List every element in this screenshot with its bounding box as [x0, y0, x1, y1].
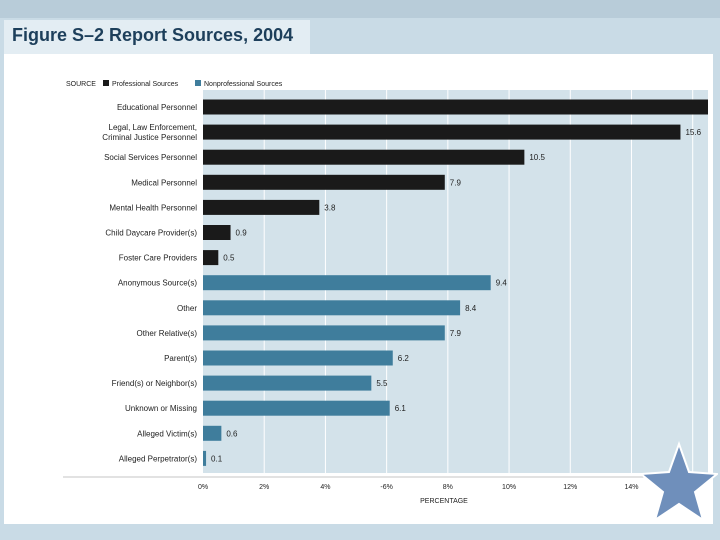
bar-chart: SOURCE Professional Sources Nonprofessiona… — [63, 80, 708, 505]
category-label-13: Alleged Victim(s) — [137, 429, 197, 438]
x-tick-label-2: 4% — [320, 484, 330, 491]
bar-0 — [203, 99, 708, 115]
category-label-14: Alleged Perpetrator(s) — [119, 454, 198, 463]
value-label-6: 0.5 — [223, 254, 235, 263]
value-label-7: 9.4 — [496, 279, 508, 288]
category-label-9: Other Relative(s) — [137, 329, 198, 338]
x-tick-label-5: 10% — [502, 484, 516, 491]
value-label-9: 7.9 — [450, 329, 462, 338]
figure-title-box: Figure S–2 Report Sources, 2004 — [4, 20, 310, 54]
bar-9 — [203, 325, 445, 341]
x-tick-label-0: 0% — [198, 484, 208, 491]
category-label-3: Medical Personnel — [131, 178, 197, 187]
value-label-14: 0.1 — [211, 454, 223, 463]
x-axis-title: PERCENTAGE — [420, 498, 468, 505]
value-label-5: 0.9 — [236, 229, 248, 238]
bar-1 — [203, 124, 681, 140]
value-label-12: 6.1 — [395, 404, 407, 413]
bar-6 — [203, 250, 219, 266]
x-tick-label-1: 2% — [259, 484, 269, 491]
legend-title: SOURCE — [66, 81, 96, 88]
bar-12 — [203, 400, 390, 416]
category-label-10: Parent(s) — [164, 354, 197, 363]
x-tick-label-6: 12% — [563, 484, 577, 491]
category-label-8: Other — [177, 304, 197, 313]
bar-13 — [203, 425, 222, 441]
x-tick-label-3: -6% — [380, 484, 392, 491]
figure-title: Figure S–2 Report Sources, 2004 — [12, 25, 294, 45]
value-label-2: 10.5 — [529, 153, 545, 162]
value-label-1: 15.6 — [685, 128, 701, 137]
category-label-12: Unknown or Missing — [125, 404, 197, 413]
category-label-1-line1: Legal, Law Enforcement, — [109, 123, 198, 132]
bar-5 — [203, 225, 231, 240]
category-label-11: Friend(s) or Neighbor(s) — [112, 379, 198, 388]
bar-3 — [203, 174, 445, 190]
value-label-13: 0.6 — [226, 429, 238, 438]
category-label-7: Anonymous Source(s) — [118, 279, 197, 288]
category-label-1-line2: Criminal Justice Personnel — [102, 133, 197, 142]
category-label-6: Foster Care Providers — [119, 254, 197, 263]
bar-7 — [203, 275, 491, 291]
bar-10 — [203, 350, 393, 366]
bar-14 — [203, 450, 207, 466]
legend-swatch-0 — [103, 80, 109, 86]
star-icon — [640, 441, 718, 523]
value-label-11: 5.5 — [376, 379, 388, 388]
chart-panel: SOURCE Professional Sources Nonprofessiona… — [4, 54, 713, 524]
bar-11 — [203, 375, 372, 391]
category-label-4: Mental Health Personnel — [109, 203, 197, 212]
bar-4 — [203, 199, 320, 215]
top-frame-band — [0, 0, 720, 18]
category-label-0: Educational Personnel — [117, 103, 197, 112]
category-label-5: Child Daycare Provider(s) — [105, 229, 197, 238]
value-label-4: 3.8 — [324, 203, 336, 212]
legend-label-0: Professional Sources — [112, 81, 179, 88]
value-label-3: 7.9 — [450, 178, 462, 187]
x-tick-label-4: 8% — [443, 484, 453, 491]
x-tick-label-7: 14% — [624, 484, 638, 491]
legend-swatch-1 — [195, 80, 201, 86]
category-label-2: Social Services Personnel — [104, 153, 197, 162]
value-label-10: 6.2 — [398, 354, 410, 363]
value-label-8: 8.4 — [465, 304, 477, 313]
legend-label-1: Nonprofessional Sources — [204, 81, 283, 88]
bar-8 — [203, 300, 461, 316]
bar-2 — [203, 149, 525, 165]
